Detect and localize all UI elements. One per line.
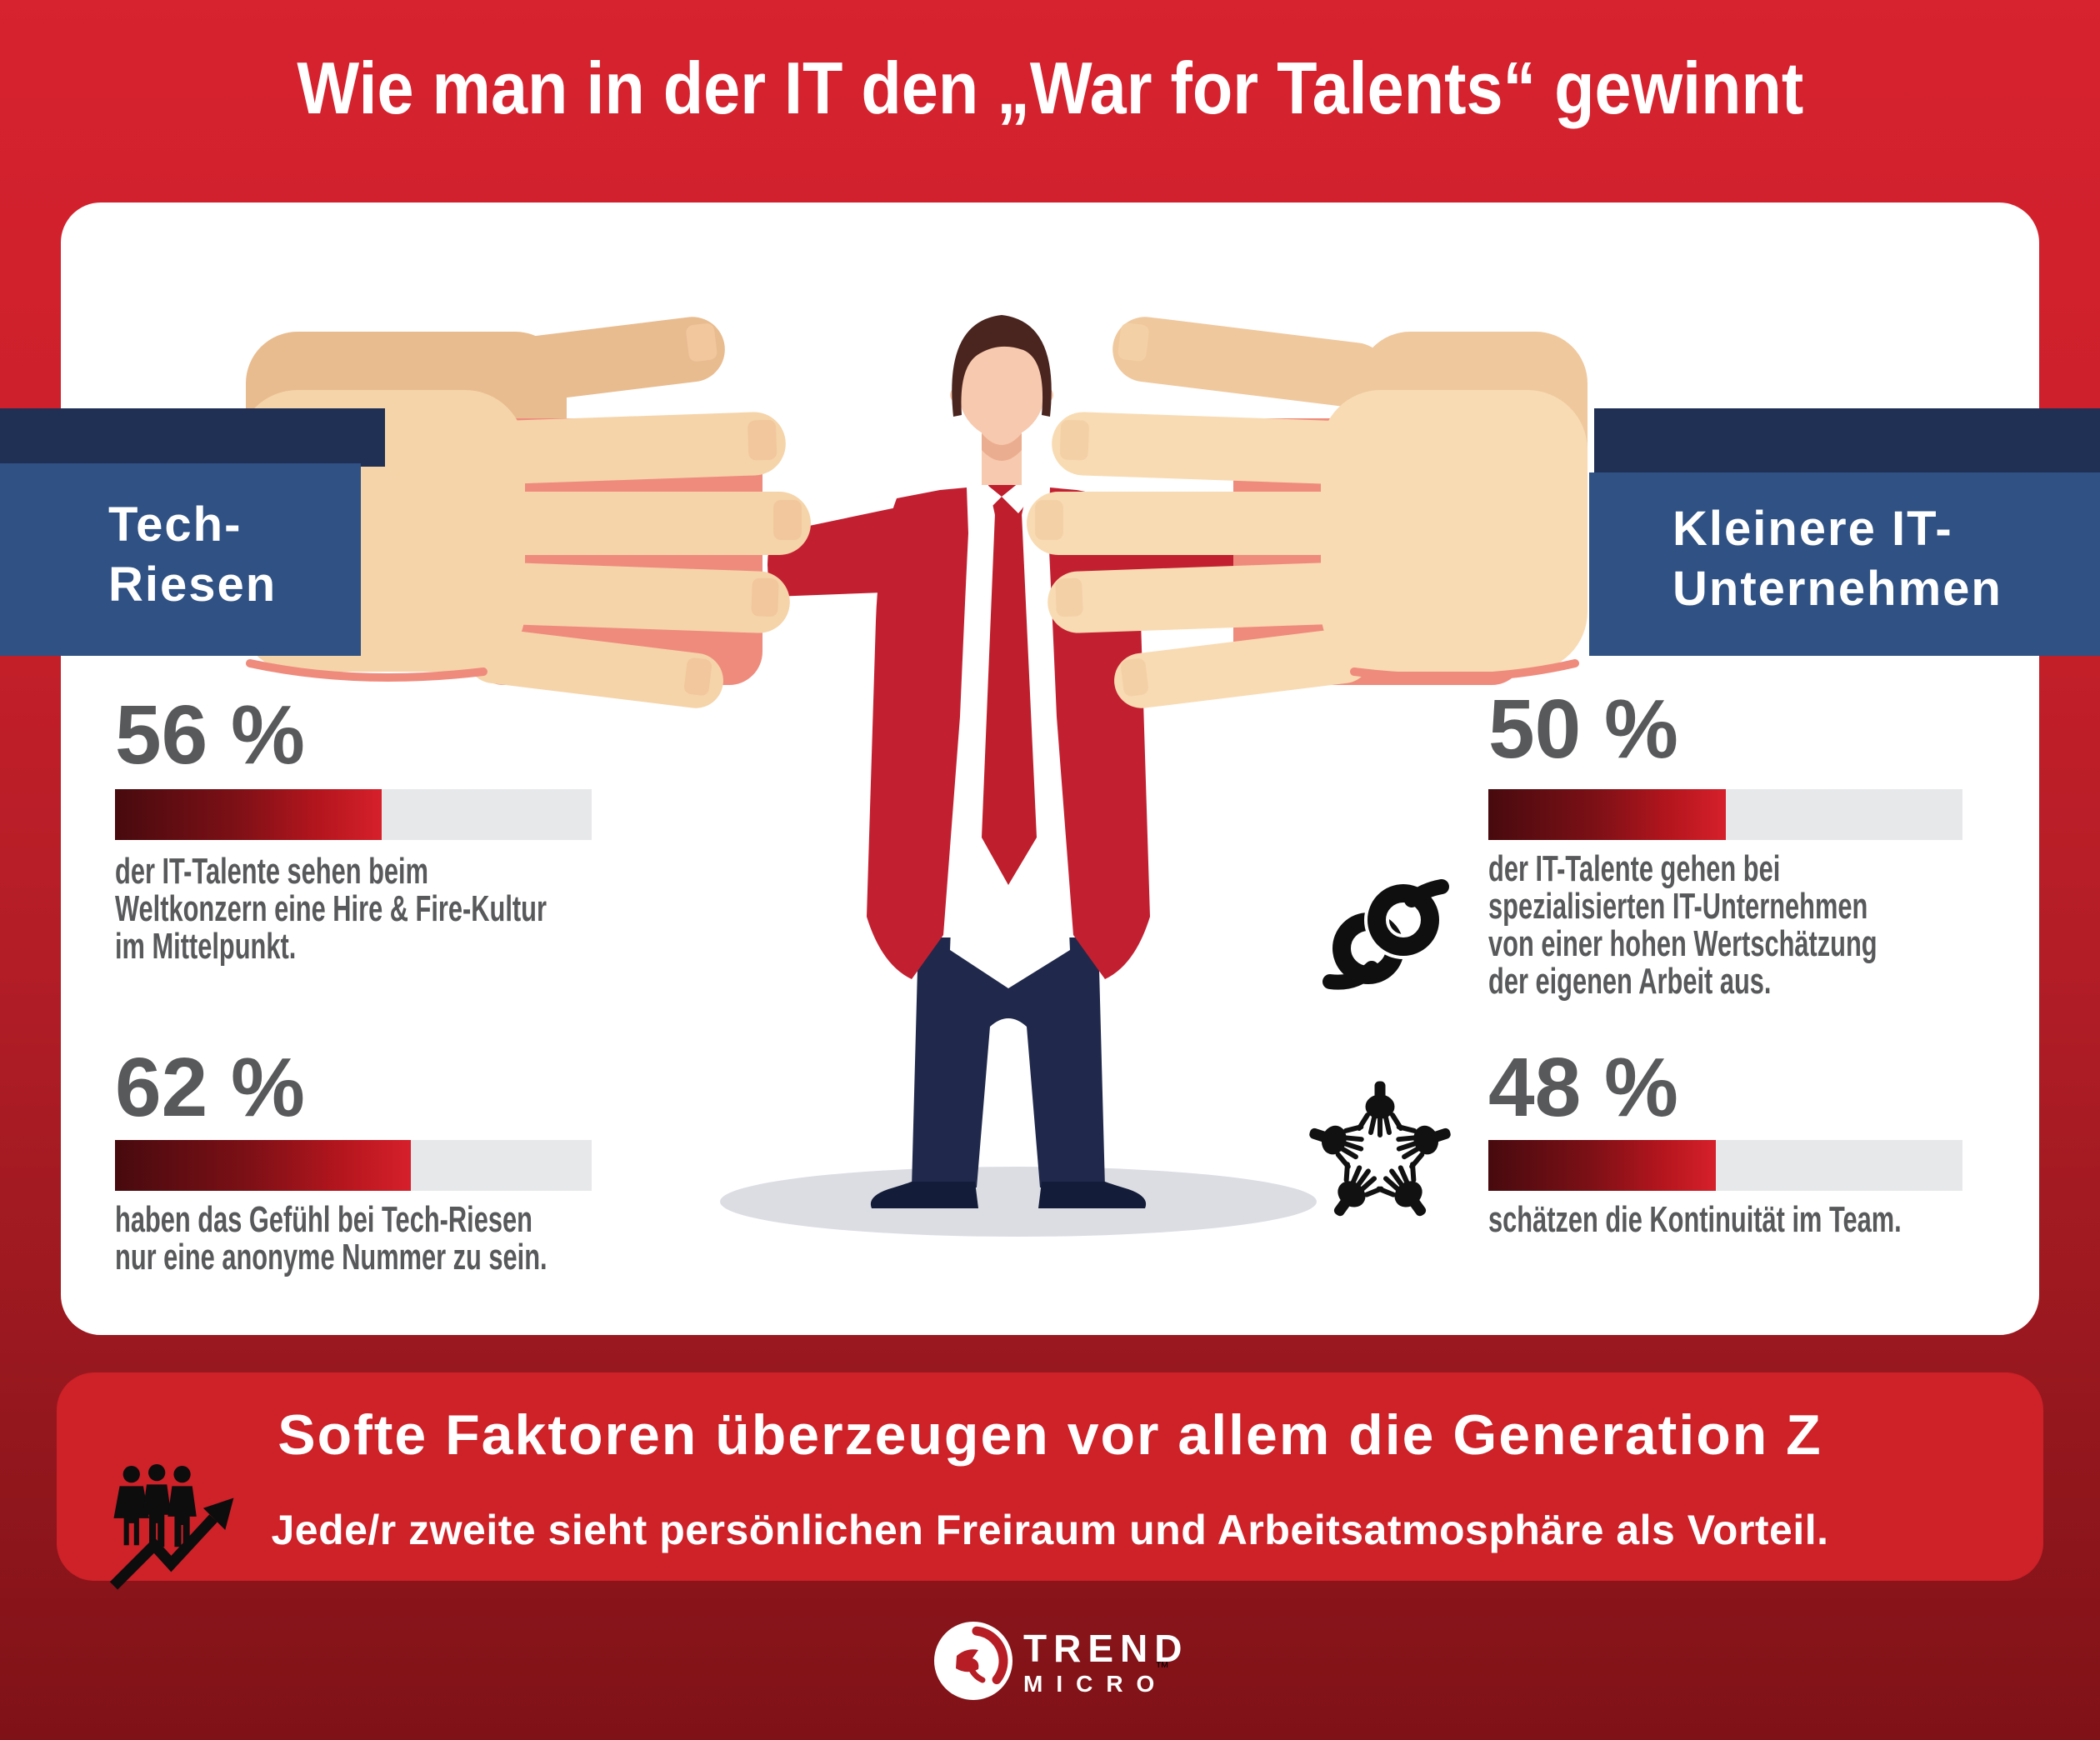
percent-bar <box>115 1140 592 1191</box>
stat-text-line: Weltkonzern eine Hire & Fire-Kultur <box>115 888 547 929</box>
stat-text-line: nur eine anonyme Nummer zu sein. <box>115 1237 548 1278</box>
label-line: Kleinere IT- <box>1672 502 1953 556</box>
generation-z-banner: Softe Faktoren überzeugen vor allem die … <box>57 1372 2043 1590</box>
trend-micro-logo: TREND MICRO ™ <box>932 1619 1207 1711</box>
page-title: Wie man in der IT den „War for Talents“ … <box>297 47 1803 129</box>
neck-shadow <box>982 433 1022 461</box>
stat-tech-56: 56 % der IT-Talente sehen beim Weltkonze… <box>115 688 592 967</box>
stat-small-it-50: 50 % der IT-Talente gehen bei spezialisi… <box>1488 682 1962 1002</box>
shoe-right <box>1038 1182 1147 1208</box>
stat-text-line: der eigenen Arbeit aus. <box>1488 961 1772 1002</box>
pants <box>912 938 1105 1188</box>
banner-title: Softe Faktoren überzeugen vor allem die … <box>278 1403 1822 1467</box>
tie-blade <box>982 513 1037 885</box>
stat-value: 50 % <box>1488 682 1678 776</box>
percent-bar <box>1488 1140 1962 1191</box>
collar-left <box>969 475 1002 513</box>
team-hands-icon <box>1309 1081 1451 1217</box>
stat-value: 56 % <box>115 688 305 782</box>
stat-small-it-48: 48 % schätzen die Kontinuität im Team. <box>1488 1041 1962 1240</box>
stat-text-line: der IT-Talente sehen beim <box>115 851 428 892</box>
shoe-left <box>870 1182 978 1208</box>
small-it-label-top-bar <box>1594 408 2100 472</box>
percent-bar <box>1488 789 1962 840</box>
percent-bar <box>115 789 592 840</box>
logo-trend-text: TREND <box>1023 1627 1189 1670</box>
stat-text-line: spezialisierten IT-Unternehmen <box>1488 886 1868 927</box>
giant-hand-right <box>1027 317 1588 708</box>
logo-micro-text: MICRO <box>1023 1671 1168 1697</box>
jacket-left-panel <box>867 488 968 979</box>
percent-bar-fill <box>115 1140 411 1191</box>
sidebar-label-kleinere-it: Kleinere IT- Unternehmen <box>1589 472 2100 656</box>
businessman-illustration <box>238 315 1588 1237</box>
stat-tech-62: 62 % haben das Gefühl bei Tech-Riesen nu… <box>115 1041 592 1278</box>
logo-trademark: ™ <box>1155 1659 1169 1675</box>
logo-wordmark: TREND MICRO <box>1023 1629 1188 1696</box>
stat-value: 62 % <box>115 1041 305 1134</box>
percent-bar-fill <box>1488 1140 1717 1191</box>
percent-bar-fill <box>115 789 382 840</box>
sleeve-left <box>768 497 958 597</box>
tech-giants-label-top-bar <box>0 408 385 467</box>
stat-text-line: haben das Gefühl bei Tech-Riesen <box>115 1199 532 1240</box>
stat-text-line: im Mittelpunkt. <box>115 926 297 967</box>
percent-bar-fill <box>1488 789 1726 840</box>
stat-value: 48 % <box>1488 1041 1678 1134</box>
hair <box>952 315 1052 417</box>
knot-icon <box>1322 879 1449 990</box>
label-line: Riesen <box>108 558 278 612</box>
stat-text-line: der IT-Talente gehen bei <box>1488 848 1781 889</box>
floor-shadow <box>720 1167 1317 1237</box>
label-line: Tech- <box>108 498 242 552</box>
label-line: Unternehmen <box>1672 562 2002 616</box>
stat-text-line: von einer hohen Wertschätzung <box>1488 923 1878 964</box>
banner-subtitle: Jede/r zweite sieht persönlichen Freirau… <box>271 1507 1829 1553</box>
trend-micro-ball-logo <box>934 1622 1012 1700</box>
stat-text-line: schätzen die Kontinuität im Team. <box>1488 1199 1902 1240</box>
sidebar-label-tech-riesen: Tech- Riesen <box>0 463 361 656</box>
collar-right <box>1002 475 1034 513</box>
people-growth-arrow-icon <box>109 1464 234 1590</box>
face <box>958 335 1046 438</box>
